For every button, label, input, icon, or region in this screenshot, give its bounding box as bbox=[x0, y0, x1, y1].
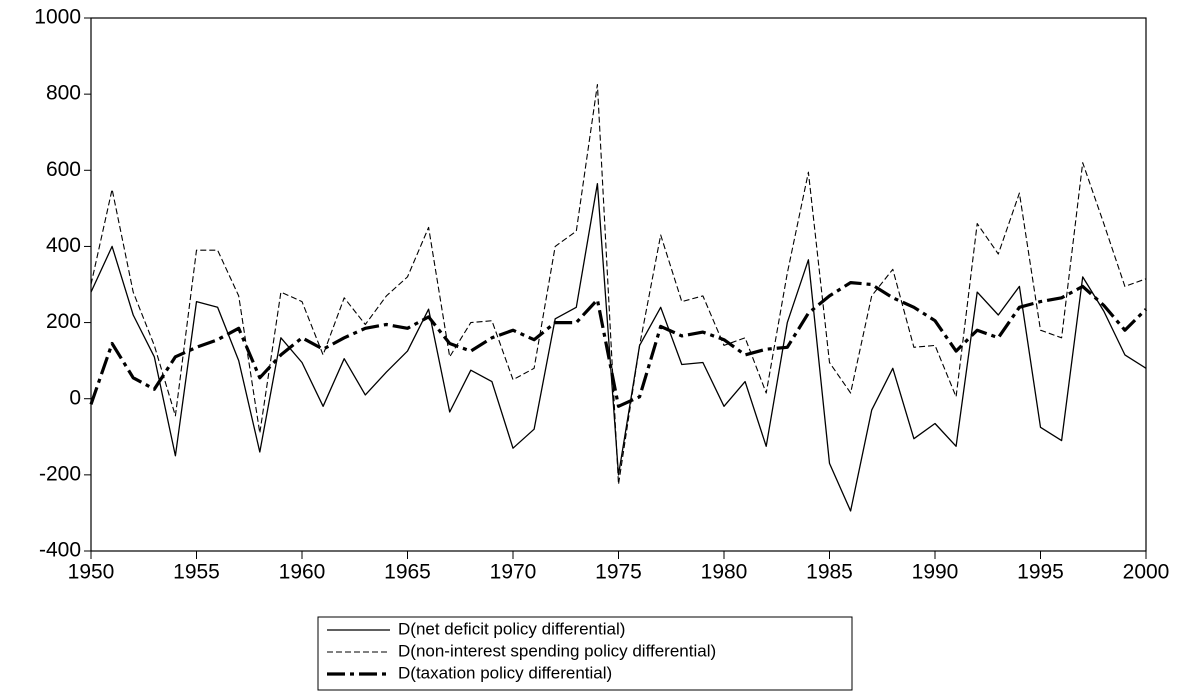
legend-label: D(non-interest spending policy different… bbox=[398, 641, 716, 660]
y-tick-label: 1000 bbox=[34, 6, 81, 29]
y-tick-label: 400 bbox=[46, 234, 81, 257]
x-tick-label: 1950 bbox=[68, 561, 115, 584]
y-tick-label: 200 bbox=[46, 310, 81, 333]
y-tick-label: 800 bbox=[46, 82, 81, 105]
x-tick-label: 2000 bbox=[1123, 561, 1170, 584]
x-tick-label: 1995 bbox=[1017, 561, 1064, 584]
series-line bbox=[90, 182, 1147, 512]
y-tick-label: -400 bbox=[39, 539, 81, 562]
series-line bbox=[90, 84, 1147, 485]
y-tick-label: 0 bbox=[69, 386, 81, 409]
x-tick-label: 1955 bbox=[173, 561, 220, 584]
x-tick-label: 1990 bbox=[912, 561, 959, 584]
legend-label: D(net deficit policy differential) bbox=[398, 619, 625, 638]
x-tick-label: 1985 bbox=[806, 561, 853, 584]
x-tick-label: 1960 bbox=[279, 561, 326, 584]
x-tick-label: 1970 bbox=[490, 561, 537, 584]
x-tick-label: 1975 bbox=[595, 561, 642, 584]
x-tick-label: 1965 bbox=[384, 561, 431, 584]
y-tick-label: 600 bbox=[46, 158, 81, 181]
legend-label: D(taxation policy differential) bbox=[398, 663, 612, 682]
legend-box bbox=[317, 616, 853, 691]
y-tick-label: -200 bbox=[39, 462, 81, 485]
series-line bbox=[89, 281, 1148, 408]
x-tick-label: 1980 bbox=[701, 561, 748, 584]
